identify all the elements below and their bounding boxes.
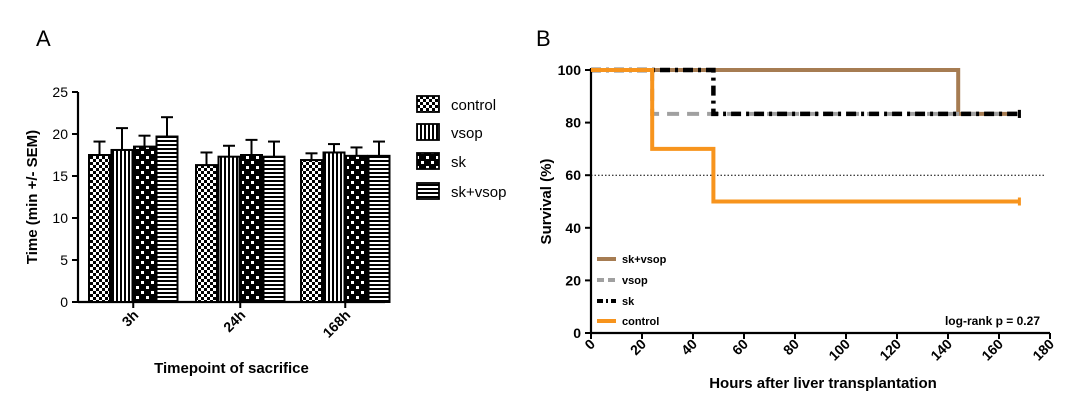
- bar-vsop-24h: [217, 155, 241, 303]
- x-axis-title: Timepoint of sacrifice: [154, 360, 309, 377]
- legend-swatch-vsop: [416, 123, 440, 141]
- x-tick-label: 60: [729, 336, 751, 358]
- legend-swatch-sk: [416, 152, 440, 170]
- y-tick-label: 40: [565, 220, 581, 236]
- x-tick-label: 168h: [319, 307, 353, 341]
- x-tick-label: 20: [627, 336, 649, 358]
- bar-control-168h: [300, 159, 323, 303]
- bar-chart-panel: 0 5 10 15 20 25 Time (min +/- SEM) Timepoint of…: [24, 84, 506, 377]
- y-tick-label: 20: [52, 126, 68, 142]
- x-tick-label: 100: [825, 336, 853, 364]
- panel-a-letter: A: [36, 26, 51, 51]
- y-tick-label: 25: [52, 84, 68, 100]
- legend-label-sk: sk: [451, 154, 467, 171]
- x-tick-label: 160: [978, 336, 1006, 364]
- y-axis-title: Survival (%): [538, 159, 555, 245]
- x-tick-label: 140: [927, 336, 955, 364]
- x-tick-label: 0: [581, 336, 598, 353]
- bar-sk-plus-vsop-3h: [155, 135, 179, 303]
- survival-chart-panel: 0 20 40 60 80 100 0 20 40 60 80 100 120 140 160 180 Surv…: [538, 62, 1057, 392]
- bar-vsop-168h: [322, 151, 346, 303]
- x-tick-label: 80: [780, 336, 802, 358]
- x-tick-label: 3h: [119, 307, 142, 330]
- y-axis-title: Time (min +/- SEM): [24, 130, 41, 264]
- legend-label-control: control: [451, 97, 496, 114]
- y-tick-label: 20: [565, 272, 581, 288]
- y-tick-label: 10: [52, 210, 68, 226]
- survival-line-vsop: [591, 68, 1020, 116]
- y-tick-label: 0: [573, 325, 581, 341]
- y-tick-label: 80: [565, 115, 581, 131]
- x-tick-label: 120: [876, 336, 904, 364]
- y-tick-label: 0: [60, 294, 68, 310]
- y-tick-label: 60: [565, 167, 581, 183]
- legend-label-vsop: vsop: [622, 275, 648, 287]
- legend-label-sk-plus-vsop: sk+vsop: [451, 184, 506, 201]
- x-tick-label: 24h: [220, 307, 248, 335]
- x-tick-label: 40: [678, 336, 700, 358]
- legend-label-control: control: [622, 316, 659, 328]
- bar-sk-168h: [345, 154, 368, 303]
- bar-sk-24h: [240, 154, 263, 303]
- bar-vsop-3h: [110, 148, 134, 303]
- y-tick-label: 100: [558, 62, 582, 78]
- x-tick-label: 180: [1029, 336, 1057, 364]
- survival-line-sk-plus-vsop: [591, 68, 1020, 116]
- y-tick-label: 5: [60, 252, 68, 268]
- legend-label-vsop: vsop: [451, 125, 483, 142]
- log-rank-annotation: log-rank p = 0.27: [945, 314, 1040, 328]
- legend-swatch-sk-plus-vsop: [416, 182, 440, 200]
- bar-sk-plus-vsop-24h: [262, 155, 286, 303]
- x-axis-title: Hours after liver transplantation: [709, 375, 937, 392]
- panel-b-letter: B: [536, 26, 551, 51]
- legend-label-sk: sk: [622, 296, 635, 308]
- bar-sk-3h: [133, 145, 156, 303]
- bar-control-3h: [88, 154, 111, 303]
- survival-line-sk: [591, 67, 1020, 117]
- legend-label-sk-plus-vsop: sk+vsop: [622, 254, 667, 266]
- y-tick-label: 15: [52, 168, 68, 184]
- legend-swatch-control: [416, 95, 440, 113]
- survival-line-control: [591, 68, 1020, 204]
- bar-sk-plus-vsop-168h: [367, 154, 391, 303]
- bar-control-24h: [195, 164, 218, 303]
